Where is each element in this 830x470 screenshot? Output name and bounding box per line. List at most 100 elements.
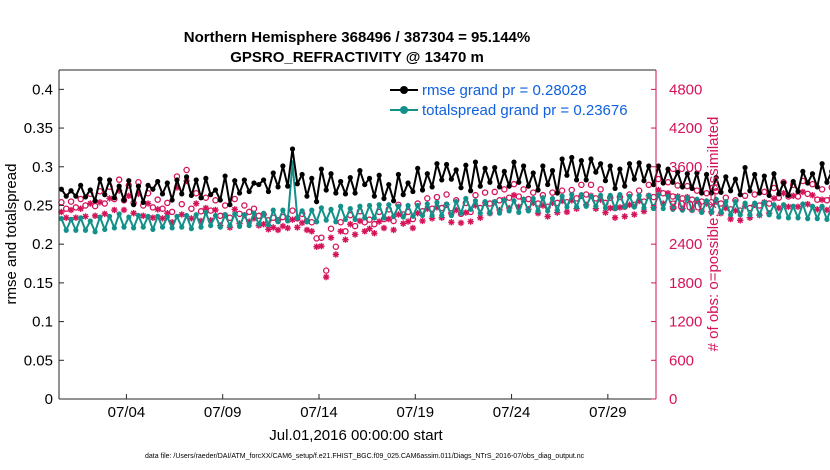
possible-obs-point xyxy=(761,188,768,196)
totalspread-point xyxy=(102,226,108,233)
footnote: data file: /Users/raeder/DAI/ATM_forcXX/… xyxy=(145,453,585,460)
rmse-point xyxy=(525,183,532,189)
assimilated-obs-point xyxy=(318,242,325,250)
rmse-point xyxy=(516,179,522,185)
totalspread-point xyxy=(752,200,758,206)
rmse-point xyxy=(593,169,599,175)
assimilated-obs-point xyxy=(72,214,80,221)
assimilated-obs-point xyxy=(477,214,484,221)
totalspread-point xyxy=(135,212,142,219)
right-y-ticks: 0 600 1200 1800 2400 3000 3600 4200 4800 xyxy=(651,81,702,408)
totalspread-point xyxy=(347,205,353,212)
assimilated-obs-point xyxy=(775,204,782,212)
totalspread-point xyxy=(169,225,175,231)
assimilated-obs-point xyxy=(611,214,619,221)
rmse-point xyxy=(439,177,445,183)
totalspread-point xyxy=(530,195,536,202)
rmse-point xyxy=(246,188,252,195)
rmse-point xyxy=(256,181,262,188)
totalspread-point xyxy=(73,227,79,233)
rmse-point xyxy=(545,181,551,188)
totalspread-point xyxy=(453,199,459,205)
totalspread-point xyxy=(386,202,392,208)
totalspread-point xyxy=(766,212,772,218)
right-y-tick-label: 4800 xyxy=(669,81,702,98)
left-y-tick-label: 0 xyxy=(45,391,53,408)
assimilated-obs-point xyxy=(621,213,628,220)
assimilated-obs-point xyxy=(799,188,807,196)
totalspread-point xyxy=(188,226,194,232)
x-tick-label: 07/19 xyxy=(397,404,435,421)
totalspread-point xyxy=(338,203,344,209)
legend-spread-marker xyxy=(400,106,408,114)
possible-obs-point xyxy=(178,200,186,208)
assimilated-obs-point xyxy=(390,226,397,234)
possible-obs-point xyxy=(828,184,830,191)
possible-obs-point xyxy=(241,202,248,209)
totalspread-point xyxy=(723,199,729,205)
totalspread-point xyxy=(506,208,512,214)
rmse-point xyxy=(468,188,474,194)
rmse-point xyxy=(612,185,618,192)
totalspread-point xyxy=(376,202,382,208)
totalspread-point xyxy=(665,193,671,199)
totalspread-point xyxy=(545,208,551,214)
rmse-point xyxy=(280,163,286,169)
totalspread-point xyxy=(790,203,796,209)
rmse-point xyxy=(410,188,416,195)
assimilated-obs-point xyxy=(351,231,359,238)
rmse-point xyxy=(174,177,180,183)
rmse-point xyxy=(703,171,710,178)
totalspread-point xyxy=(371,215,377,221)
assimilated-obs-point xyxy=(602,209,609,216)
rmse-point xyxy=(795,188,801,195)
totalspread-point xyxy=(492,199,498,205)
totalspread-point xyxy=(251,210,257,216)
rmse-point xyxy=(756,190,763,196)
assimilated-obs-point xyxy=(96,199,104,206)
totalspread-point xyxy=(756,212,763,218)
left-y-tick-label: 0.2 xyxy=(32,236,53,253)
totalspread-point xyxy=(583,203,589,209)
assimilated-obs-point xyxy=(790,192,797,199)
rmse-point xyxy=(747,188,753,194)
rmse-point xyxy=(140,199,146,205)
rmse-point xyxy=(699,190,705,196)
rmse-point xyxy=(742,164,748,171)
assimilated-obs-point xyxy=(87,200,94,207)
assimilated-obs-point xyxy=(337,228,344,235)
rmse-point xyxy=(521,163,527,169)
totalspread-point xyxy=(588,193,594,199)
assimilated-obs-point xyxy=(188,215,195,222)
assimilated-obs-point xyxy=(375,218,383,225)
totalspread-point xyxy=(111,225,117,231)
rmse-point xyxy=(145,182,151,188)
totalspread-point xyxy=(814,216,820,222)
possible-obs-point xyxy=(91,202,99,210)
rmse-point xyxy=(728,188,734,194)
totalspread-point xyxy=(309,207,315,213)
possible-obs-point xyxy=(491,188,498,196)
totalspread-point xyxy=(805,216,811,222)
totalspread-point xyxy=(198,224,204,230)
totalspread-point xyxy=(761,199,767,205)
totalspread-point xyxy=(265,222,272,228)
rmse-point xyxy=(241,177,247,183)
totalspread-point xyxy=(646,192,652,199)
totalspread-point xyxy=(208,222,214,229)
totalspread-point xyxy=(400,214,406,220)
assimilated-obs-point xyxy=(448,219,455,226)
totalspread-point xyxy=(472,198,479,204)
rmse-point xyxy=(800,168,806,175)
right-y-tick-label: 3000 xyxy=(669,197,702,214)
totalspread-point xyxy=(313,219,320,225)
rmse-point xyxy=(573,177,580,183)
totalspread-point xyxy=(780,202,787,208)
totalspread-point xyxy=(145,213,151,219)
possible-obs-point xyxy=(510,180,518,188)
rmse-point xyxy=(227,202,233,208)
right-y-tick-label: 600 xyxy=(669,352,694,369)
possible-obs-point xyxy=(587,181,595,189)
possible-obs-point xyxy=(332,243,340,251)
assimilated-obs-point xyxy=(631,211,638,218)
